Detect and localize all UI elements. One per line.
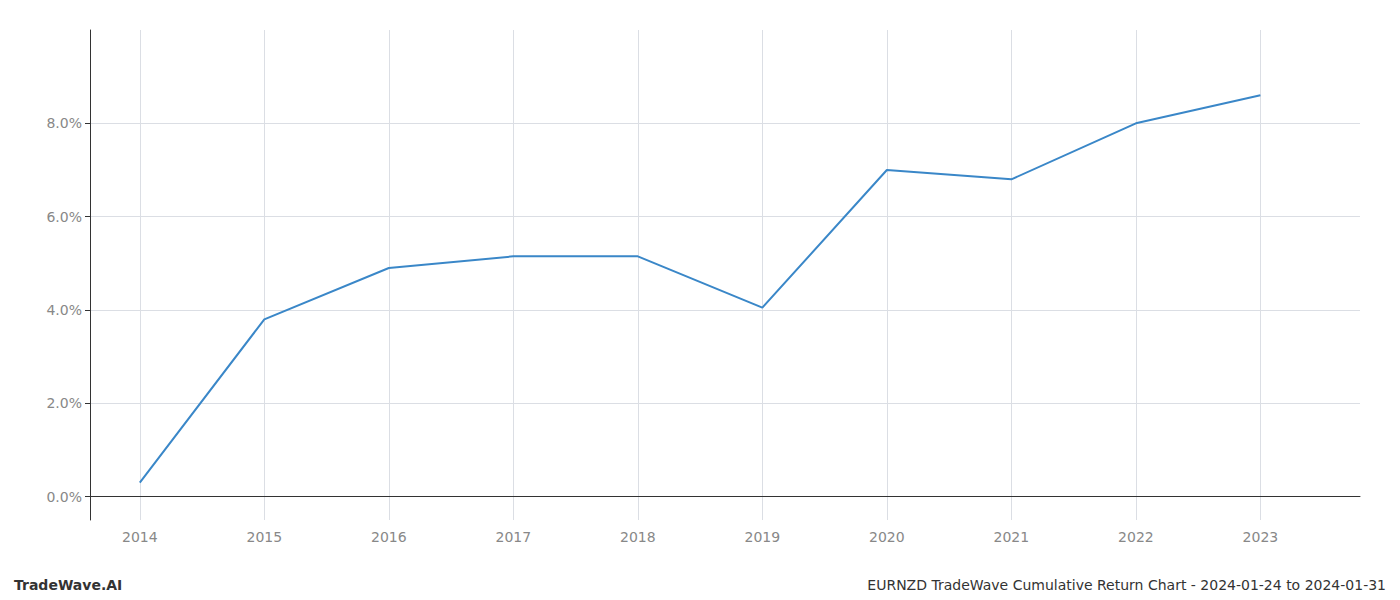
svg-text:2018: 2018 [620, 529, 656, 545]
svg-text:2022: 2022 [1118, 529, 1154, 545]
svg-text:2015: 2015 [246, 529, 282, 545]
svg-text:EURNZD TradeWave Cumulative Re: EURNZD TradeWave Cumulative Return Chart… [867, 577, 1386, 593]
svg-text:4.0%: 4.0% [46, 302, 82, 318]
svg-text:2019: 2019 [745, 529, 781, 545]
svg-text:2014: 2014 [122, 529, 158, 545]
svg-text:6.0%: 6.0% [46, 209, 82, 225]
svg-text:8.0%: 8.0% [46, 115, 82, 131]
svg-text:0.0%: 0.0% [46, 489, 82, 505]
svg-text:2016: 2016 [371, 529, 407, 545]
svg-text:TradeWave.AI: TradeWave.AI [14, 577, 122, 593]
svg-text:2021: 2021 [994, 529, 1030, 545]
svg-text:2020: 2020 [869, 529, 905, 545]
svg-text:2.0%: 2.0% [46, 395, 82, 411]
svg-text:2017: 2017 [496, 529, 532, 545]
svg-text:2023: 2023 [1243, 529, 1279, 545]
